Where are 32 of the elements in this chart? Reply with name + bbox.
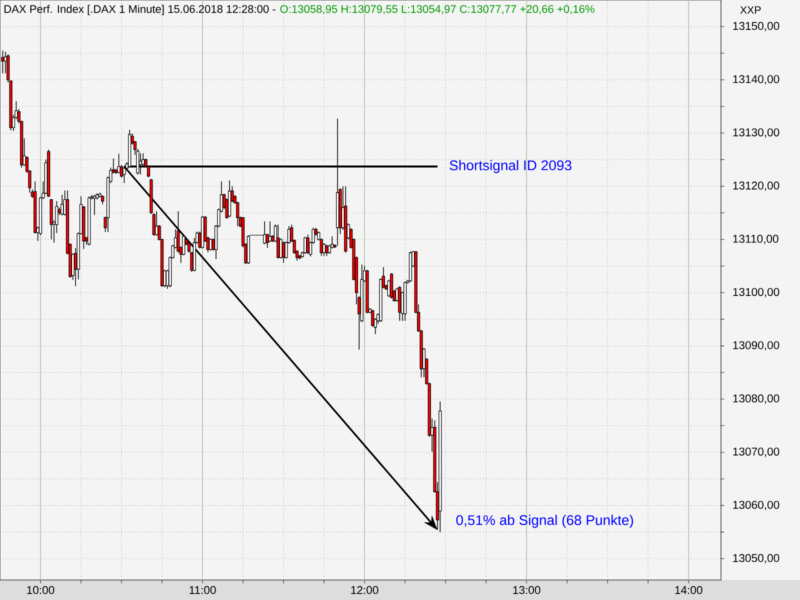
candlestick <box>390 272 394 299</box>
y-tick-label: 13120,00 <box>733 182 780 191</box>
y-tick-label: 13090,00 <box>733 341 780 351</box>
chart-subtitle: O:13058,95 H:13079,55 L:13054,97 C:13077,77 +20,66 +0,16% <box>280 5 594 14</box>
candlestick <box>1 50 4 74</box>
x-tick-label: 14:00 <box>675 586 702 594</box>
candlestick <box>60 194 64 216</box>
candlestick <box>276 224 280 259</box>
candlestick <box>101 194 104 205</box>
chart-title: DAX Perf. Index [.DAX 1 Minute] 15.06.2018 12:28:00 - <box>4 4 276 16</box>
candlestick <box>325 244 328 256</box>
y-tick-label: 13080,00 <box>733 394 780 404</box>
y-tick-label: 13060,00 <box>733 500 780 510</box>
candlestick <box>263 220 266 245</box>
annotation: Shortsignal ID 2093 <box>450 160 572 174</box>
x-tick-label: 11:00 <box>190 586 216 594</box>
y-tick-label: 13130,00 <box>733 128 780 138</box>
y-tick-label: 13100,00 <box>733 288 780 298</box>
candlestick <box>155 210 158 236</box>
annotation: 0,51% ab Signal (68 Punkte) <box>456 514 634 528</box>
candlestick <box>209 238 212 252</box>
y-tick-label: 13070,00 <box>733 448 780 457</box>
y-tick-label: 13140,00 <box>733 75 780 84</box>
x-tick-label: 12:00 <box>351 586 378 594</box>
y-tick-label: 13150,00 <box>733 22 780 32</box>
x-tick-label: 10:00 <box>27 586 54 594</box>
candlestick <box>92 194 96 216</box>
y-tick-label: 13110,00 <box>733 234 778 244</box>
y-axis-title: XXP <box>740 6 761 14</box>
candlestick <box>304 236 307 254</box>
y-tick-label: 13050,00 <box>733 554 780 564</box>
x-tick-label: 13:00 <box>513 586 540 594</box>
